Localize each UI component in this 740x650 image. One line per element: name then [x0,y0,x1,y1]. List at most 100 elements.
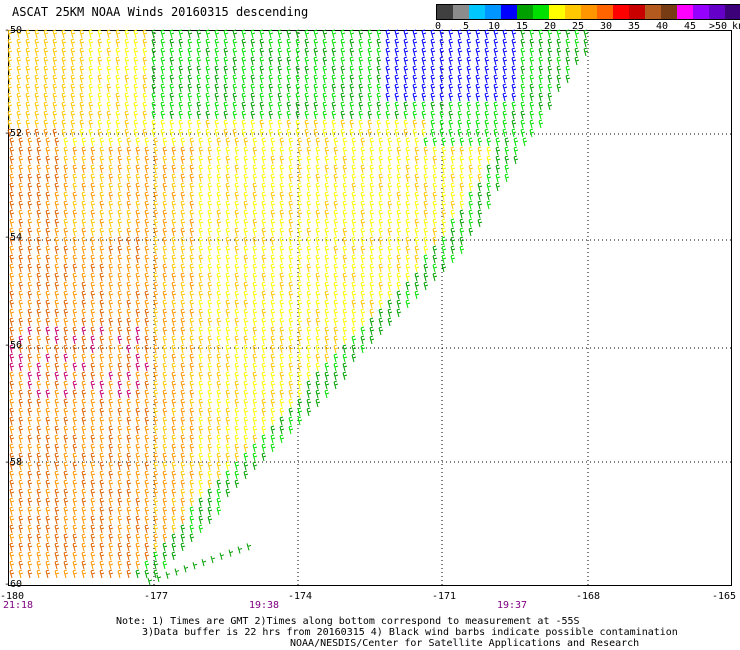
wind-barb [180,389,186,399]
wind-barb [315,380,321,390]
wind-barb [306,146,312,156]
wind-barb [27,461,33,471]
wind-barb [360,164,366,174]
wind-barb [97,38,103,48]
wind-barb [151,92,157,102]
wind-barb [259,119,265,129]
wind-barb [117,272,123,282]
wind-barb [205,74,211,84]
wind-barb [196,101,202,111]
wind-barb [18,470,24,480]
wind-barb [403,65,409,75]
wind-barb [36,425,42,435]
wind-barb [178,29,184,39]
wind-barb [538,92,544,102]
wind-barb [189,452,195,462]
wind-barb [295,119,301,129]
wind-barb [441,200,447,210]
wind-barb [225,164,231,174]
wind-barb [333,236,339,246]
wind-barb [405,164,411,174]
wind-barb [169,92,175,102]
wind-barb [297,182,303,192]
wind-barb [295,101,301,111]
wind-barb [412,56,418,66]
wind-barb [511,38,517,48]
wind-barb [79,38,85,48]
wind-barb [225,443,231,453]
wind-barb [153,371,159,381]
wind-barb [583,47,589,57]
wind-barb [99,137,105,147]
wind-barb [153,488,159,498]
wind-barb [117,560,123,570]
wind-barb [279,290,285,300]
wind-barb [72,155,78,165]
wind-barb [268,119,274,129]
wind-barb [63,560,69,570]
wind-barb [306,191,312,201]
wind-barb [18,560,24,570]
wind-barb [450,218,456,228]
wind-barb [324,281,330,291]
wind-barb [108,173,114,183]
wind-barb [135,209,141,219]
wind-barb [315,290,321,300]
wind-barb [70,110,76,120]
wind-barb [342,371,348,381]
wind-barb [225,344,231,354]
wind-barb [180,227,186,237]
wind-barb [349,29,355,39]
wind-barb [36,218,42,228]
wind-barb [405,299,411,309]
wind-barb [333,209,339,219]
wind-barb [108,362,114,372]
wind-barb [333,146,339,156]
wind-barb [207,362,213,372]
wind-barb [342,299,348,309]
wind-barb [45,389,51,399]
wind-barb [286,128,292,138]
wind-barb [385,56,391,66]
wind-barb [369,263,375,273]
wind-barb [259,29,265,39]
wind-barb [34,110,40,120]
wind-barb [243,272,249,282]
wind-barb [414,191,420,201]
wind-barb [234,425,240,435]
wind-barb [405,182,411,192]
wind-barb [306,182,312,192]
wind-barb [369,326,375,336]
wind-barb [189,533,195,543]
wind-barb [180,479,186,489]
wind-barb [387,173,393,183]
wind-barb [279,137,285,147]
wind-barb [333,155,339,165]
wind-barb [180,155,186,165]
wind-barb [18,371,24,381]
wind-barb [288,200,294,210]
wind-barb [216,470,222,480]
wind-barb [556,83,562,93]
wind-barb [126,191,132,201]
wind-barb [43,101,49,111]
wind-barb [315,245,321,255]
wind-barb [304,119,310,129]
wind-barb [36,308,42,318]
wind-barb [529,128,535,138]
wind-barb [241,65,247,75]
wind-barb [153,569,159,579]
wind-barb [9,254,15,264]
wind-barb [286,29,292,39]
wind-barb [25,128,31,138]
wind-barb [18,569,24,579]
wind-barb [286,74,292,84]
wind-barb [466,74,472,84]
wind-barb [261,290,267,300]
wind-barb [279,344,285,354]
wind-barb [261,245,267,255]
legend-swatch [661,5,677,19]
wind-barb [351,353,357,363]
wind-barb [45,146,51,156]
wind-barb [232,101,238,111]
